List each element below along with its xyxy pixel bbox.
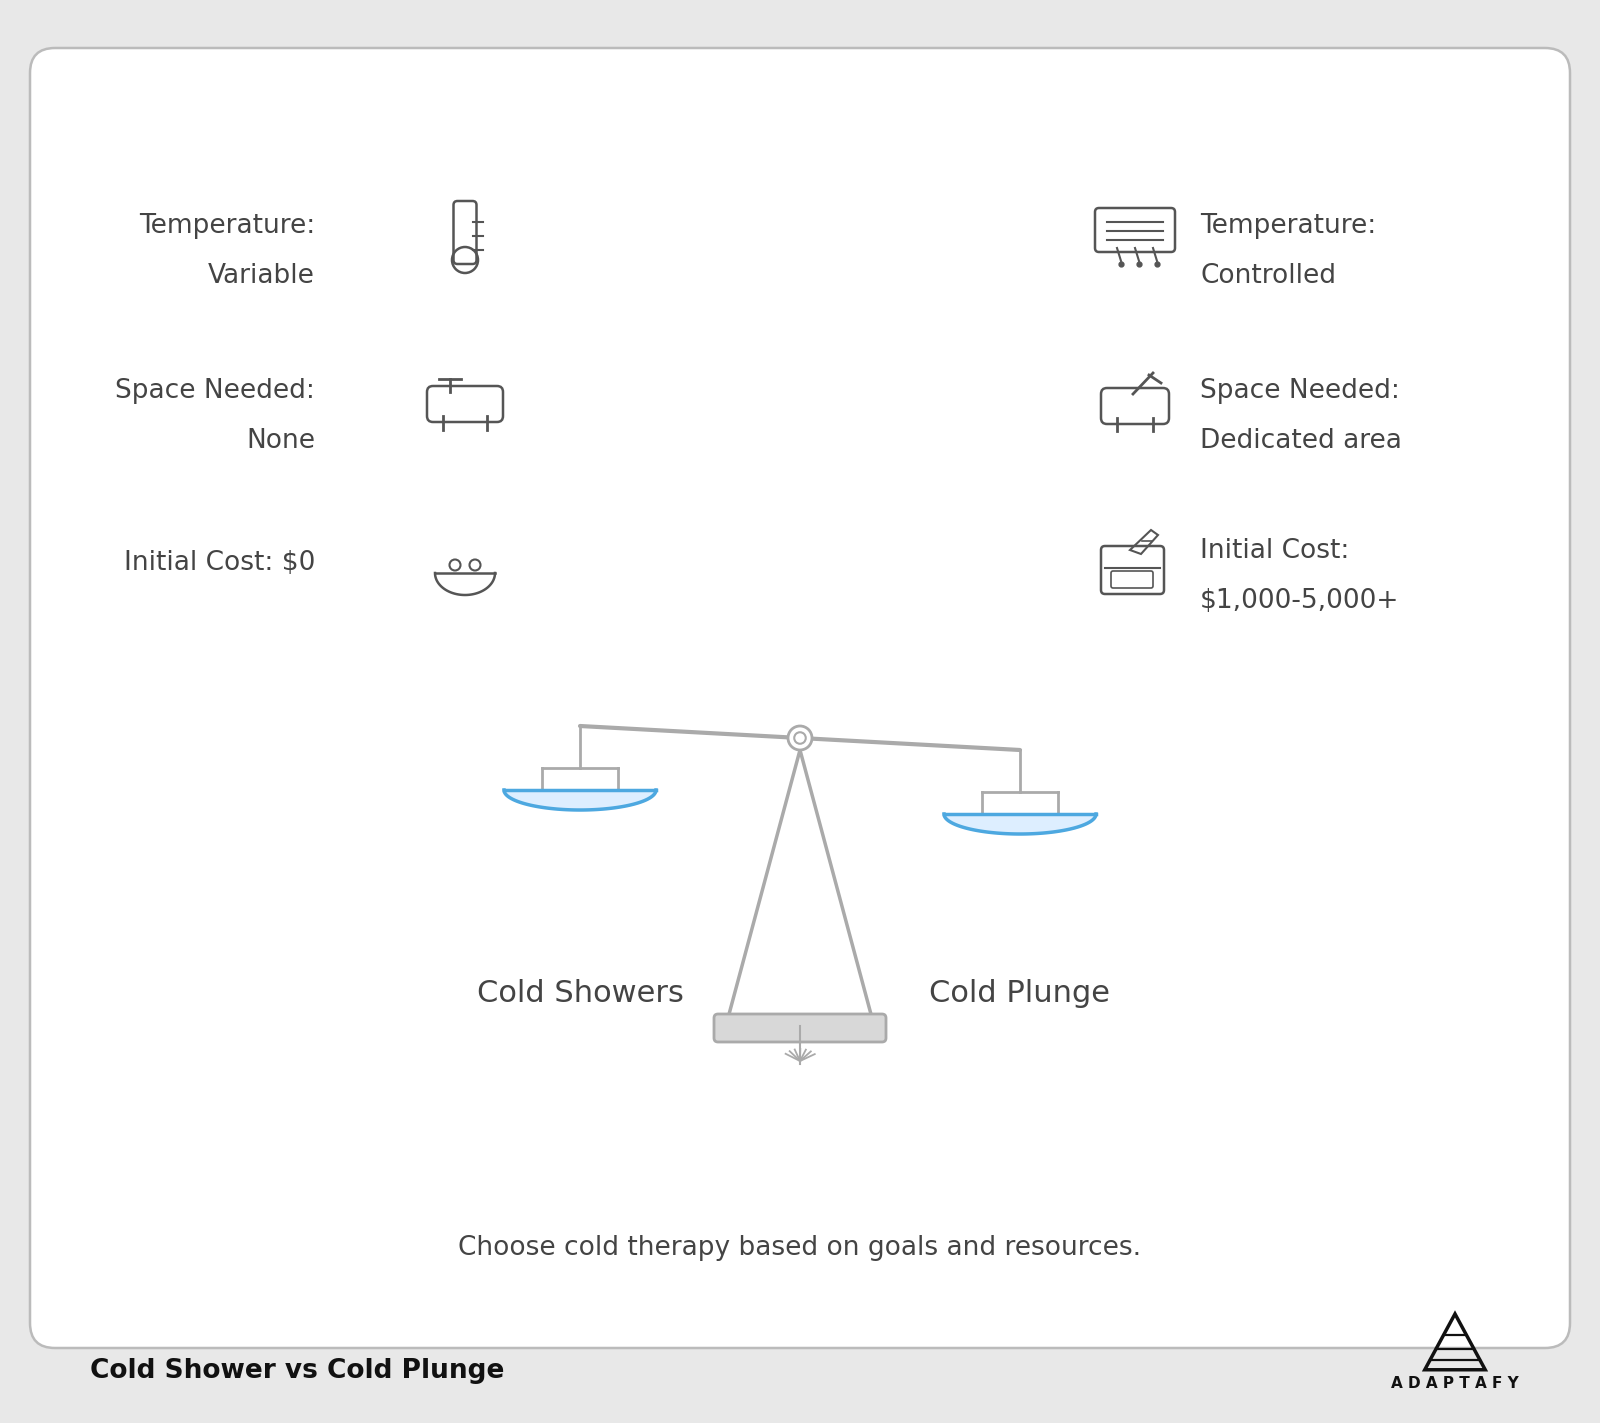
Text: A D A P T A F Y: A D A P T A F Y [1390, 1376, 1518, 1390]
Text: $1,000-5,000+: $1,000-5,000+ [1200, 588, 1400, 613]
Text: Dedicated area: Dedicated area [1200, 428, 1402, 454]
Text: Initial Cost:: Initial Cost: [1200, 538, 1349, 564]
Text: Temperature:: Temperature: [139, 213, 315, 239]
Text: Cold Showers: Cold Showers [477, 979, 683, 1007]
Text: Space Needed:: Space Needed: [1200, 379, 1400, 404]
Text: Initial Cost: $0: Initial Cost: $0 [123, 551, 315, 576]
Text: Variable: Variable [208, 263, 315, 289]
FancyBboxPatch shape [30, 48, 1570, 1348]
Text: Choose cold therapy based on goals and resources.: Choose cold therapy based on goals and r… [459, 1235, 1141, 1261]
Text: Cold Shower vs Cold Plunge: Cold Shower vs Cold Plunge [90, 1358, 504, 1385]
Text: None: None [246, 428, 315, 454]
Text: Temperature:: Temperature: [1200, 213, 1376, 239]
Text: Controlled: Controlled [1200, 263, 1336, 289]
Circle shape [787, 726, 813, 750]
Text: Cold Plunge: Cold Plunge [930, 979, 1110, 1007]
FancyBboxPatch shape [714, 1015, 886, 1042]
Text: Space Needed:: Space Needed: [115, 379, 315, 404]
